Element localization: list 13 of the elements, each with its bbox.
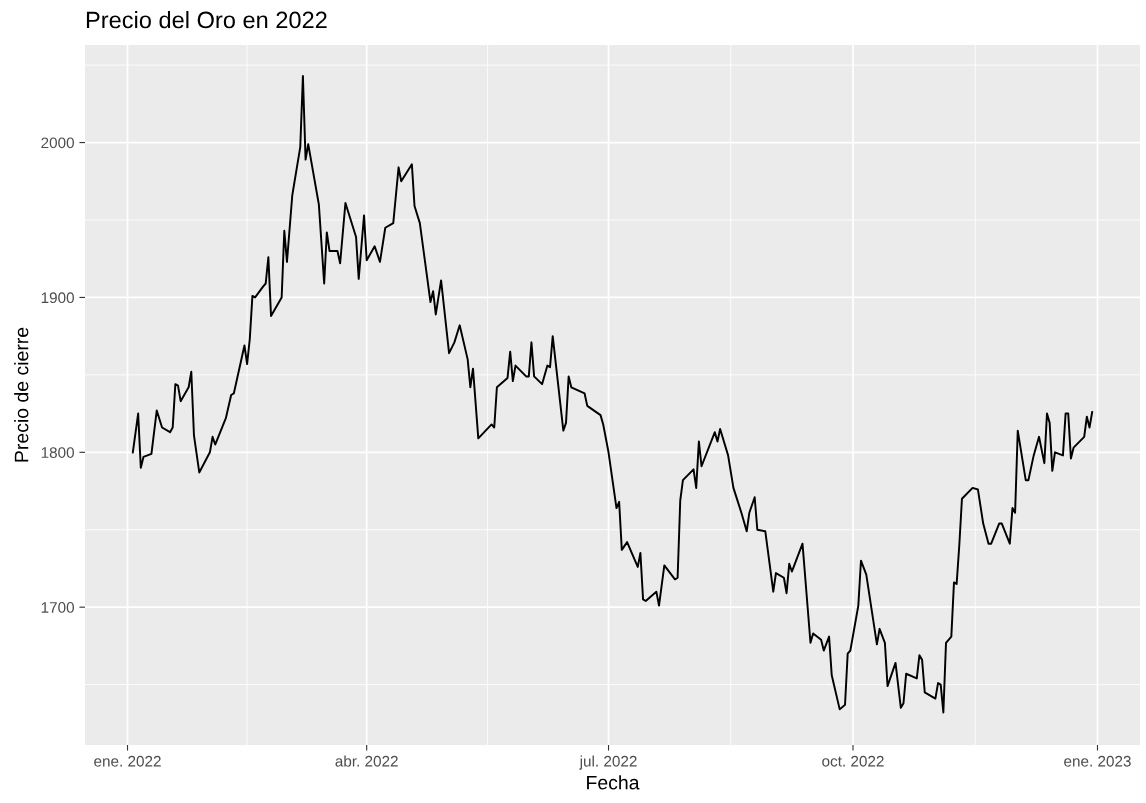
y-tick-label: 2000 — [41, 137, 74, 149]
y-tick-label: 1800 — [41, 447, 74, 458]
y-tick-label: 1700 — [41, 602, 74, 613]
x-tick-label: abr. 2022 — [335, 755, 398, 767]
y-tick-label: 1900 — [41, 292, 74, 304]
x-tick-label: ene. 2022 — [94, 755, 161, 767]
chart-title: Precio del Oro en 2022 — [86, 11, 327, 29]
line-series — [131, 75, 1094, 714]
x-tick-label: ene. 2023 — [1064, 755, 1131, 767]
x-tick-label: jul. 2022 — [579, 755, 637, 770]
x-tick-label: oct. 2022 — [822, 755, 884, 767]
y-axis-title: Precio de cierre — [14, 327, 29, 462]
x-axis-title: Fecha — [587, 775, 640, 790]
